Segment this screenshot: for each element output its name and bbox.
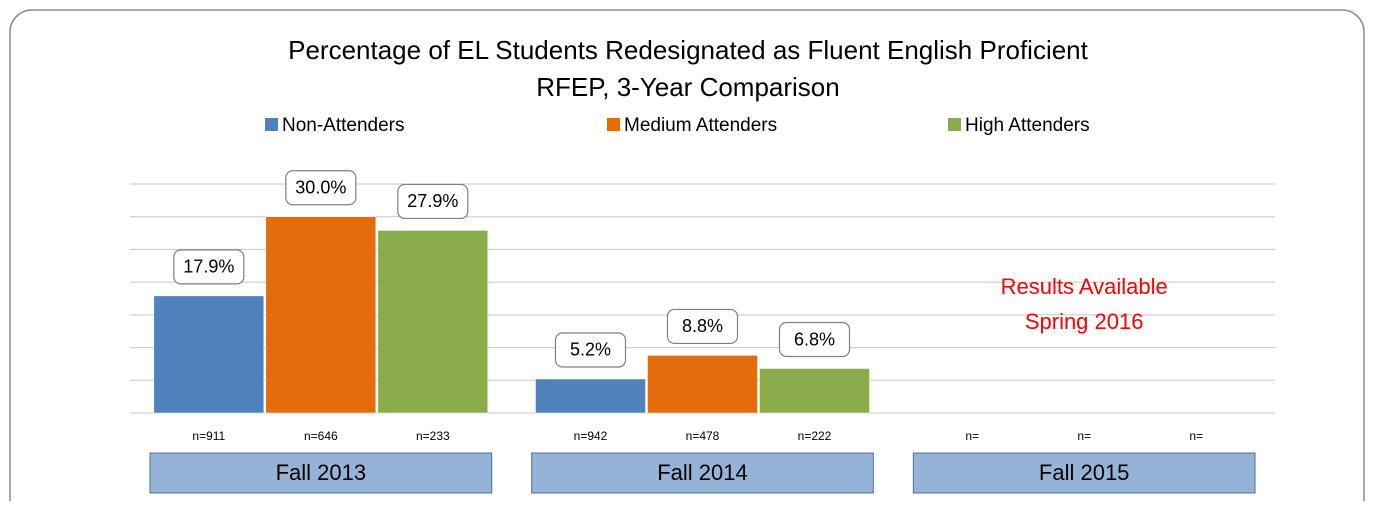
data-label: 17.9% [183, 257, 234, 277]
data-label: 27.9% [407, 191, 458, 211]
chart-subtitle: RFEP, 3-Year Comparison [536, 72, 839, 102]
data-label-box [285, 170, 357, 206]
n-label: n=646 [304, 429, 338, 443]
data-label-box [554, 332, 627, 368]
category-box [149, 452, 493, 494]
annotation: Results Available [1001, 274, 1168, 299]
x-tick-label: Fall 2015 [1039, 460, 1130, 485]
bar [647, 355, 758, 414]
data-label-box [778, 321, 851, 358]
n-label: n=942 [574, 429, 608, 443]
data-label: 5.2% [570, 340, 611, 360]
category-box [912, 452, 1256, 494]
bar [759, 368, 870, 414]
n-label: n=233 [416, 429, 450, 443]
n-label: n=222 [798, 429, 832, 443]
bar [377, 230, 489, 414]
n-label: n= [1189, 429, 1203, 443]
n-label: n=911 [192, 429, 225, 443]
bar [535, 378, 646, 414]
x-tick-label: Fall 2013 [276, 460, 367, 485]
bar [153, 295, 265, 414]
legend-swatch [607, 118, 620, 131]
data-label-box [397, 183, 469, 220]
n-label: n=478 [686, 429, 720, 443]
data-label: 6.8% [794, 329, 835, 349]
data-label: 30.0% [295, 177, 346, 197]
bar [265, 216, 377, 414]
annotation: Spring 2016 [1025, 309, 1144, 334]
n-label: n= [965, 429, 979, 443]
chart-title: Percentage of EL Students Redesignated a… [288, 35, 1089, 65]
category-box [531, 452, 874, 494]
data-label: 8.8% [682, 316, 723, 336]
n-label: n= [1077, 429, 1091, 443]
legend-label: Medium Attenders [624, 115, 777, 136]
legend-label: Non-Attenders [282, 115, 405, 136]
x-tick-label: Fall 2014 [657, 460, 748, 485]
legend-swatch [265, 118, 278, 131]
legend-swatch [948, 118, 961, 131]
data-label-box [666, 308, 739, 345]
legend-label: High Attenders [965, 115, 1090, 136]
data-label-box [173, 249, 245, 285]
